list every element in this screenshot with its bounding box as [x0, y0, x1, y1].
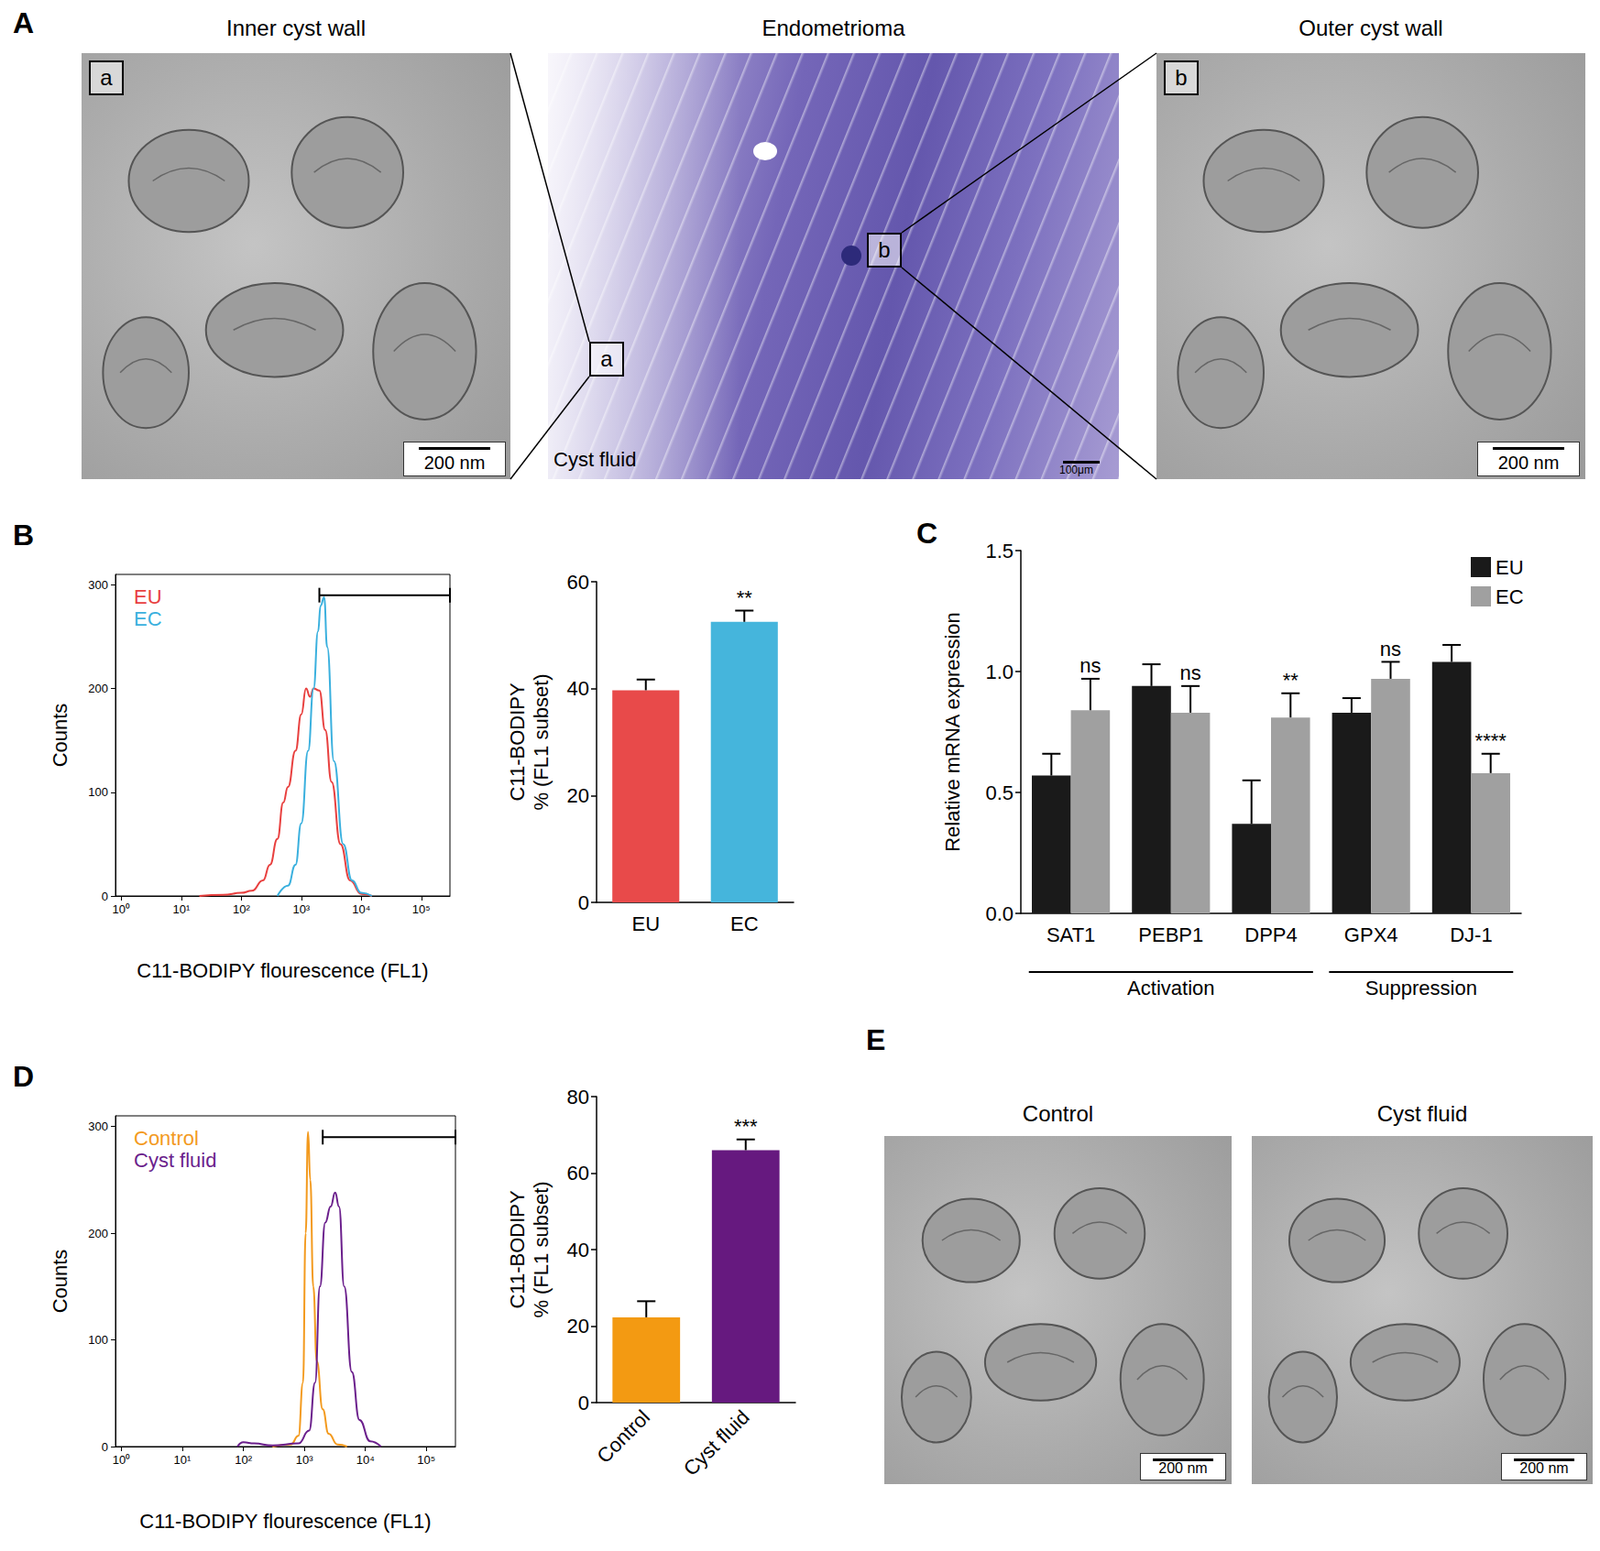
svg-text:20: 20 — [567, 1315, 590, 1338]
svg-text:10²: 10² — [232, 902, 251, 917]
svg-text:EC: EC — [1495, 585, 1524, 609]
svg-text:0.0: 0.0 — [985, 902, 1014, 926]
svg-text:Relative mRNA expression: Relative mRNA expression — [941, 612, 965, 853]
svg-text:1.5: 1.5 — [985, 539, 1014, 563]
svg-text:EC: EC — [730, 912, 759, 936]
svg-text:EU: EU — [1495, 556, 1524, 580]
svg-text:Control: Control — [133, 1127, 199, 1151]
svg-text:200: 200 — [87, 1227, 109, 1241]
svg-text:C11-BODIPY: C11-BODIPY — [505, 1190, 529, 1310]
svg-text:PEBP1: PEBP1 — [1138, 923, 1204, 947]
svg-text:20: 20 — [567, 784, 590, 808]
html-text:b: b — [878, 237, 891, 263]
svg-text:40: 40 — [567, 677, 590, 701]
html-text:b: b — [1175, 65, 1188, 90]
svg-text:****: **** — [1475, 729, 1508, 753]
html-text:Inner cyst wall: Inner cyst wall — [226, 15, 366, 41]
html-text:D: D — [12, 1060, 34, 1094]
svg-text:80: 80 — [567, 1085, 590, 1109]
svg-text:10⁰: 10⁰ — [112, 1453, 131, 1468]
html-text:B: B — [12, 518, 34, 552]
html-text:200 nm: 200 nm — [423, 452, 486, 473]
svg-text:EU: EU — [631, 912, 660, 936]
svg-text:200: 200 — [87, 681, 109, 696]
svg-text:40: 40 — [567, 1238, 590, 1262]
svg-text:10⁰: 10⁰ — [112, 902, 131, 917]
html-text:200 nm: 200 nm — [1497, 452, 1560, 473]
svg-text:100: 100 — [87, 1333, 109, 1348]
svg-text:1.0: 1.0 — [985, 660, 1014, 684]
svg-text:ns: ns — [1179, 661, 1201, 685]
svg-text:300: 300 — [87, 1119, 109, 1134]
svg-text:10³: 10³ — [295, 1453, 314, 1468]
svg-text:**: ** — [736, 586, 754, 610]
html-text:200 nm: 200 nm — [1158, 1460, 1208, 1477]
svg-text:Suppression: Suppression — [1365, 976, 1478, 1000]
svg-text:**: ** — [1282, 668, 1300, 692]
svg-text:Counts: Counts — [48, 703, 72, 768]
svg-text:DJ-1: DJ-1 — [1449, 923, 1492, 947]
html-text:Outer cyst wall: Outer cyst wall — [1298, 15, 1444, 41]
svg-text:ns: ns — [1079, 654, 1101, 678]
svg-text:EU: EU — [133, 585, 163, 609]
svg-text:C11-BODIPY: C11-BODIPY — [505, 682, 529, 802]
html-text:Control: Control — [1022, 1101, 1094, 1127]
svg-text:10³: 10³ — [292, 902, 310, 917]
svg-text:10¹: 10¹ — [172, 902, 190, 917]
html-text:a: a — [100, 65, 113, 90]
svg-text:10⁴: 10⁴ — [351, 902, 371, 917]
svg-text:Cyst fluid: Cyst fluid — [679, 1405, 755, 1481]
svg-text:C11-BODIPY flourescence (FL1): C11-BODIPY flourescence (FL1) — [139, 1510, 431, 1534]
html-text:Cyst fluid: Cyst fluid — [553, 448, 637, 472]
svg-text:0: 0 — [101, 1440, 109, 1455]
svg-text:% (FL1 subset): % (FL1 subset) — [529, 1181, 553, 1318]
svg-text:0: 0 — [101, 889, 109, 904]
svg-text:10²: 10² — [234, 1453, 253, 1468]
svg-text:% (FL1 subset): % (FL1 subset) — [529, 673, 553, 811]
svg-text:EC: EC — [133, 607, 163, 631]
html-text:Cyst fluid: Cyst fluid — [1376, 1101, 1468, 1127]
svg-text:10⁵: 10⁵ — [416, 1453, 436, 1468]
html-text:200 nm: 200 nm — [1519, 1460, 1569, 1477]
svg-text:ns: ns — [1380, 637, 1402, 661]
svg-text:100: 100 — [87, 785, 109, 800]
svg-text:GPX4: GPX4 — [1344, 923, 1399, 947]
svg-text:60: 60 — [567, 1161, 590, 1185]
svg-text:300: 300 — [87, 578, 109, 592]
html-text:E: E — [865, 1023, 886, 1057]
svg-text:Cyst fluid: Cyst fluid — [133, 1149, 217, 1173]
svg-text:SAT1: SAT1 — [1046, 923, 1096, 947]
svg-text:DPP4: DPP4 — [1244, 923, 1297, 947]
svg-text:10⁵: 10⁵ — [412, 902, 431, 917]
html-text:C: C — [916, 516, 938, 550]
html-text:100μm: 100μm — [1059, 463, 1094, 477]
svg-text:0: 0 — [578, 1391, 590, 1415]
svg-text:60: 60 — [567, 570, 590, 594]
svg-text:10⁴: 10⁴ — [356, 1453, 375, 1468]
svg-text:Control: Control — [591, 1405, 655, 1469]
svg-text:0: 0 — [578, 891, 590, 915]
svg-text:10¹: 10¹ — [174, 1453, 192, 1468]
html-text:Endometrioma: Endometrioma — [761, 15, 905, 41]
svg-text:Counts: Counts — [48, 1249, 72, 1315]
svg-text:0.5: 0.5 — [985, 781, 1014, 805]
html-text:a: a — [600, 346, 613, 372]
svg-text:Activation: Activation — [1127, 976, 1215, 1000]
html-text:A: A — [12, 6, 34, 40]
svg-text:***: *** — [734, 1115, 758, 1139]
svg-text:C11-BODIPY flourescence (FL1): C11-BODIPY flourescence (FL1) — [136, 959, 428, 983]
